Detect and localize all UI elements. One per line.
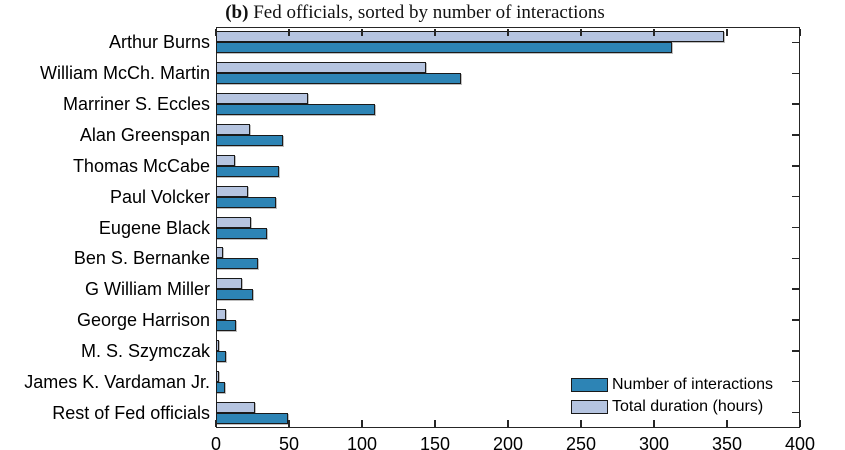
x-tick-label: 0 [210, 434, 221, 450]
legend-label: Total duration (hours) [612, 398, 764, 415]
y-tick-right [791, 257, 799, 260]
bar-total-duration [216, 93, 308, 105]
x-tick-top [215, 28, 217, 36]
bar-number-of-interactions [216, 381, 225, 393]
x-tick-label: 50 [278, 434, 300, 450]
y-tick-right [791, 165, 799, 167]
bar-number-of-interactions [216, 73, 462, 85]
y-axis-label: Ben S. Bernanke [73, 248, 210, 269]
y-tick-right [791, 72, 799, 75]
y-axis-label: Eugene Black [98, 217, 210, 238]
bar-number-of-interactions [216, 289, 253, 301]
bar-number-of-interactions [216, 134, 284, 146]
chart-title: (b) Fed officials, sorted by number of i… [0, 2, 830, 24]
y-tick-right [791, 134, 799, 136]
x-tick-bottom [580, 419, 582, 427]
bar-number-of-interactions [216, 42, 672, 54]
bar-total-duration [216, 185, 249, 197]
y-tick-right [791, 350, 799, 352]
bar-number-of-interactions [216, 165, 279, 177]
y-tick-right [791, 41, 799, 44]
legend: Number of interactions Total duration (ho… [571, 374, 773, 418]
y-axis-label: James K. Vardaman Jr. [24, 371, 210, 392]
x-tick-label: 100 [346, 434, 378, 450]
x-tick-label: 350 [711, 434, 743, 450]
bar-number-of-interactions [216, 320, 237, 332]
x-tick-bottom [726, 419, 728, 427]
x-tick-bottom [653, 419, 655, 427]
bar-total-duration [216, 401, 256, 413]
y-axis-label: Marriner S. Eccles [62, 94, 210, 115]
bar-total-duration [216, 339, 219, 351]
y-tick-right [791, 103, 799, 105]
y-axis-label: Thomas McCabe [72, 155, 210, 176]
legend-label: Number of interactions [612, 376, 773, 393]
bar-number-of-interactions [216, 258, 259, 270]
bar-total-duration [216, 62, 427, 74]
x-tick-label: 250 [565, 434, 597, 450]
x-tick-top [653, 28, 655, 36]
y-tick-right [791, 380, 799, 383]
x-tick-label: 400 [784, 434, 816, 450]
bar-number-of-interactions [216, 412, 288, 424]
y-tick-right [791, 319, 799, 321]
bar-total-duration [216, 309, 227, 321]
y-axis-label: William McCh. Martin [39, 63, 210, 84]
bar-total-duration [216, 31, 725, 43]
y-tick-right [791, 226, 799, 229]
y-axis-label: M. S. Szymczak [80, 340, 210, 361]
y-axis-label: Arthur Burns [108, 32, 210, 53]
x-tick-top [434, 28, 436, 36]
x-tick-top [288, 28, 290, 36]
legend-swatch [571, 378, 608, 392]
x-tick-bottom [361, 419, 363, 427]
bar-number-of-interactions [216, 104, 376, 116]
y-tick-right [791, 411, 799, 414]
bar-total-duration [216, 154, 235, 166]
bar-total-duration [216, 247, 224, 259]
x-tick-bottom [799, 419, 801, 427]
bar-total-duration [216, 216, 252, 228]
bar-total-duration [216, 370, 219, 382]
bar-total-duration [216, 278, 243, 290]
x-tick-top [361, 28, 363, 36]
legend-item: Total duration (hours) [571, 396, 773, 418]
chart-title-prefix: (b) [225, 2, 249, 23]
y-axis-label: G William Miller [85, 279, 210, 300]
x-tick-top [726, 28, 728, 36]
bar-total-duration [216, 123, 250, 135]
x-tick-bottom [434, 419, 436, 427]
x-tick-top [580, 28, 582, 36]
x-tick-label: 200 [492, 434, 524, 450]
bar-number-of-interactions [216, 350, 227, 362]
x-tick-top [799, 28, 801, 36]
bar-number-of-interactions [216, 196, 276, 208]
y-axis-label: George Harrison [76, 310, 210, 331]
bar-number-of-interactions [216, 227, 268, 239]
y-axis-label: Rest of Fed officials [52, 402, 210, 423]
y-axis-label: Alan Greenspan [79, 124, 210, 145]
plot-area [216, 27, 800, 428]
chart-title-text: Fed officials, sorted by number of inter… [248, 2, 605, 23]
x-tick-label: 150 [419, 434, 451, 450]
x-tick-bottom [507, 419, 509, 427]
x-tick-bottom [288, 419, 290, 427]
legend-swatch [571, 400, 608, 414]
legend-item: Number of interactions [571, 374, 773, 396]
x-tick-bottom [215, 419, 217, 427]
y-axis-label: Paul Volcker [109, 186, 210, 207]
x-tick-label: 300 [638, 434, 670, 450]
x-tick-top [507, 28, 509, 36]
y-tick-right [791, 288, 799, 290]
y-tick-right [791, 195, 799, 198]
